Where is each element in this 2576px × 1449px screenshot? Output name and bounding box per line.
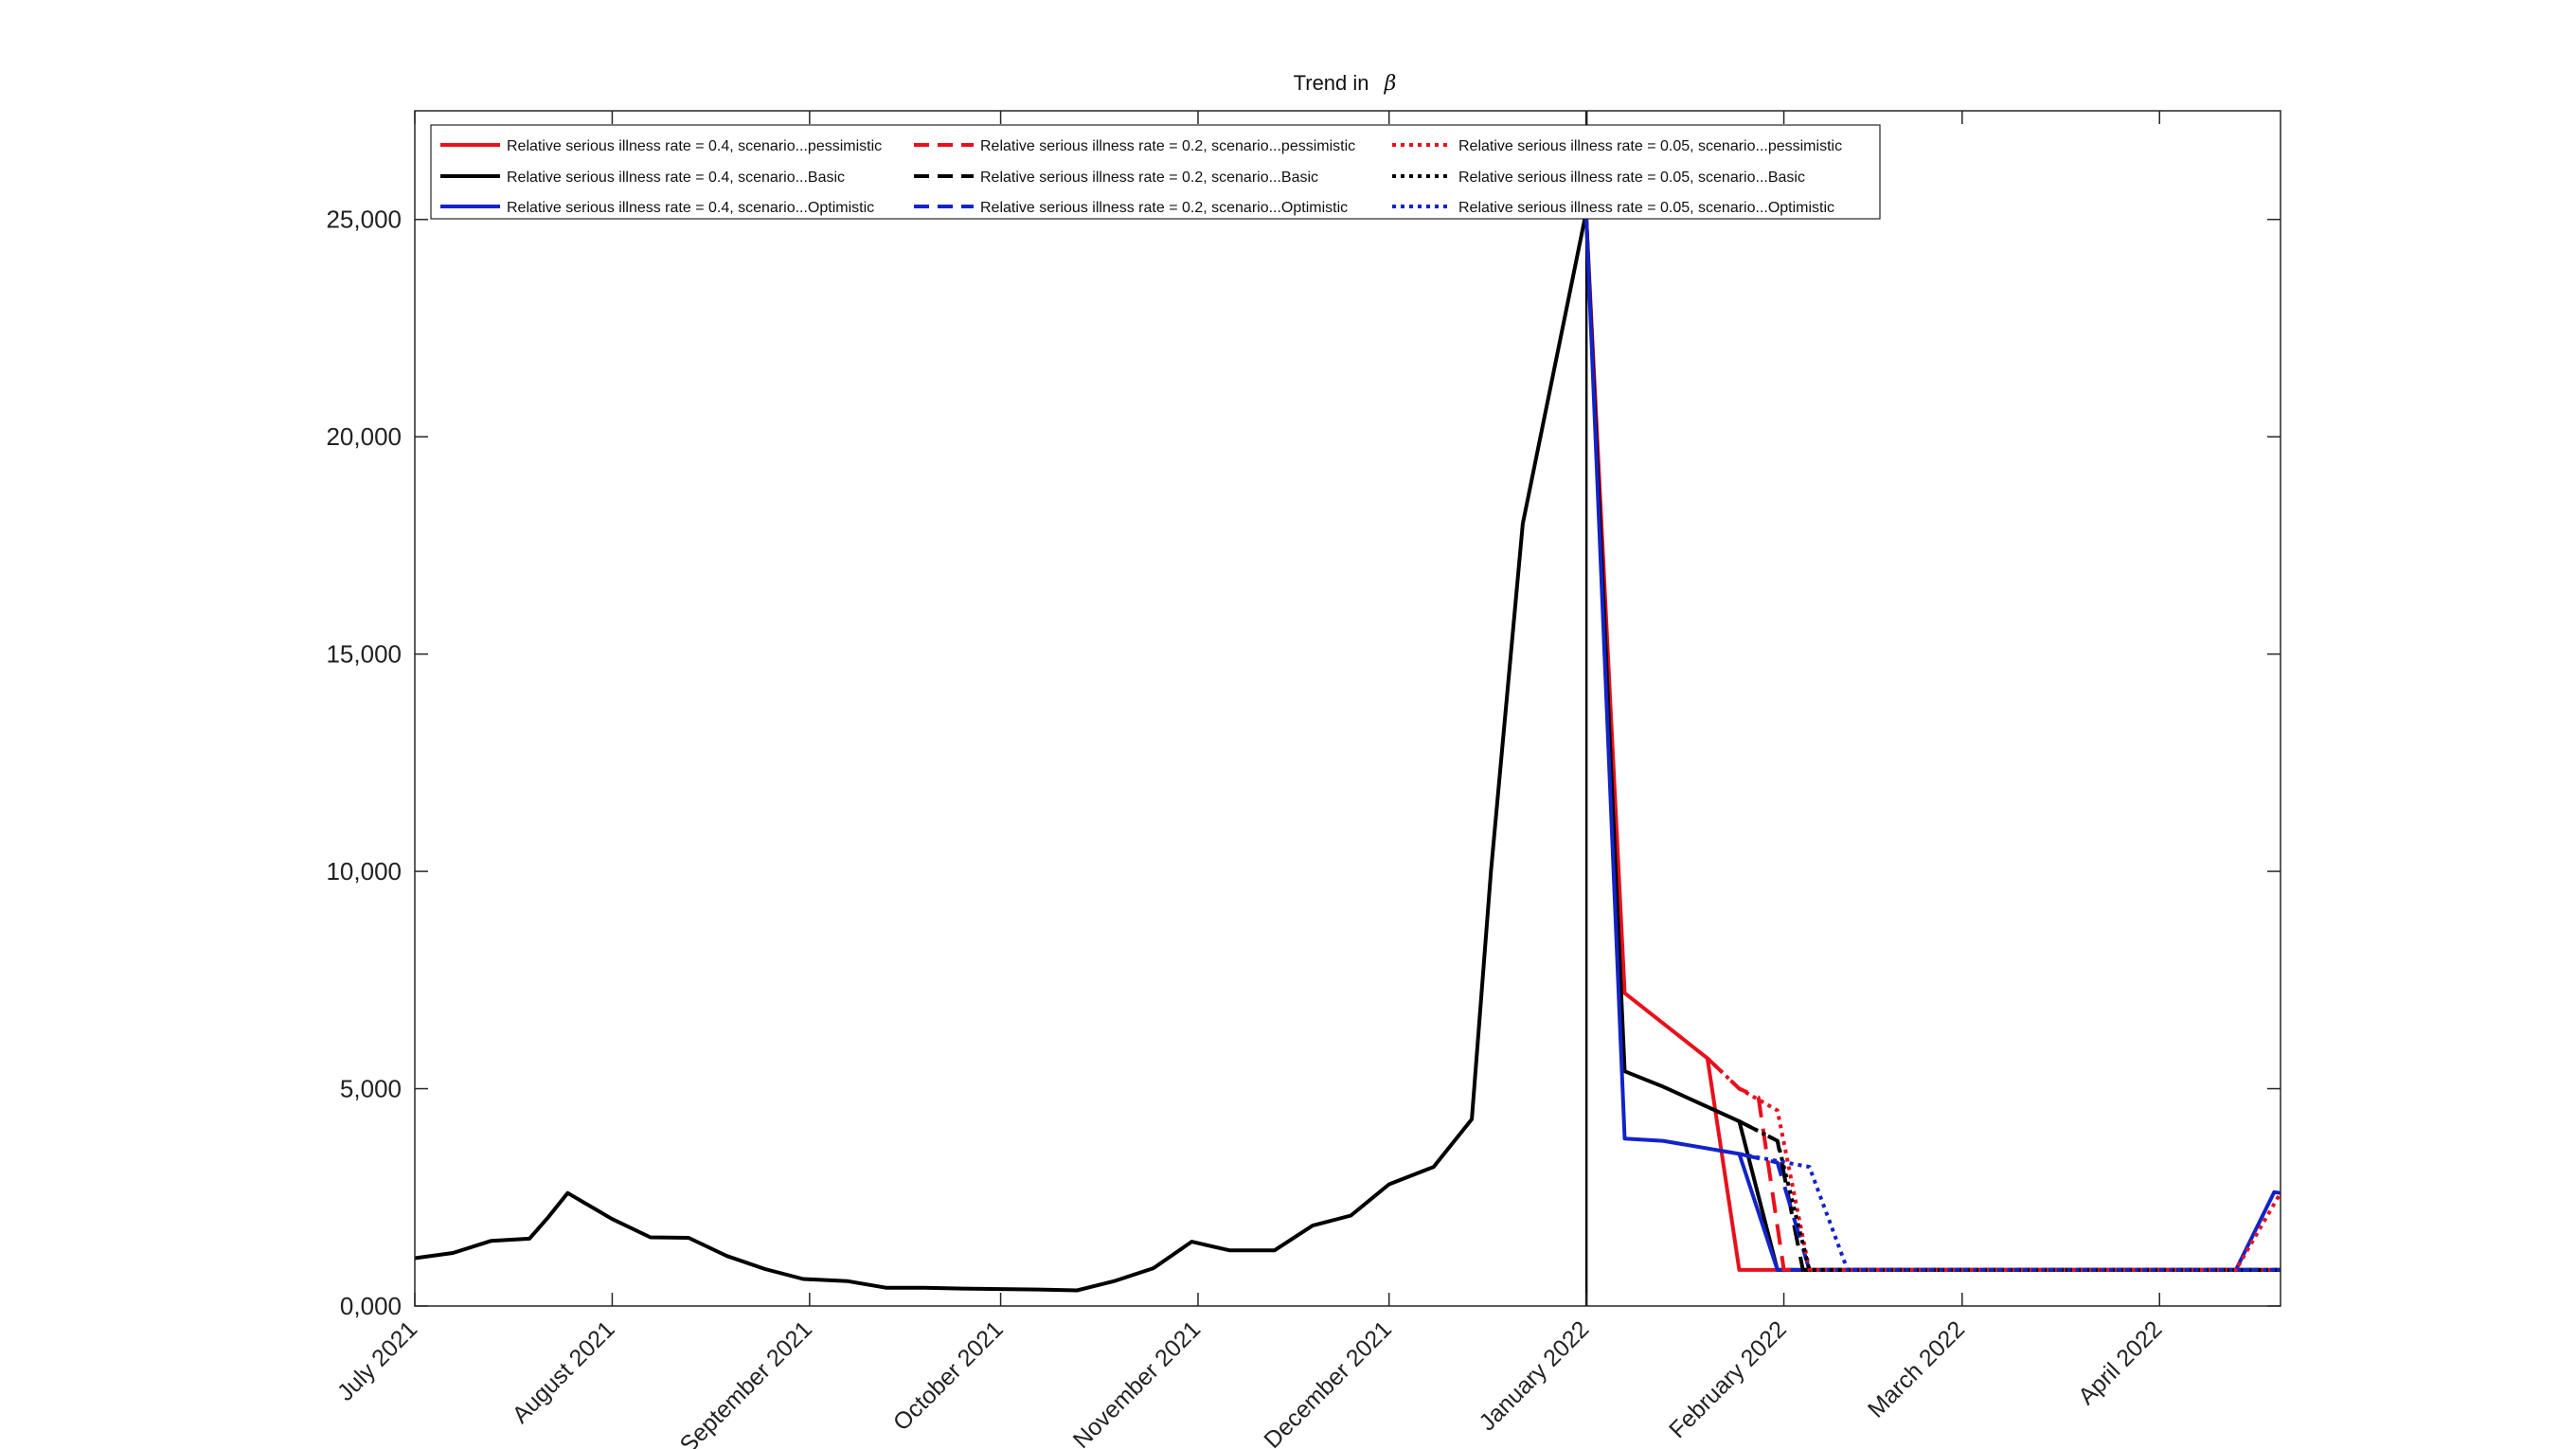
legend-label: Relative serious illness rate = 0.4, sce… — [507, 170, 845, 186]
series-line-9 — [1739, 1152, 2281, 1272]
legend-label: Relative serious illness rate = 0.05, sc… — [1458, 138, 1842, 154]
y-tick-label: 20,000 — [326, 422, 402, 451]
y-tick-label: 0,000 — [340, 1292, 402, 1320]
legend-label: Relative serious illness rate = 0.2, sce… — [980, 170, 1318, 186]
legend-label: Relative serious illness rate = 0.05, sc… — [1458, 200, 1834, 216]
y-tick-label: 15,000 — [326, 640, 402, 669]
chart-title: Trend in β — [1294, 71, 1397, 96]
chart-title-symbol: β — [1384, 72, 1397, 96]
legend: Relative serious illness rate = 0.4, sce… — [430, 124, 1881, 220]
series-line-7 — [1706, 1056, 2282, 1272]
legend-box — [430, 124, 1881, 220]
legend-label: Relative serious illness rate = 0.05, sc… — [1458, 170, 1805, 186]
series-line-observed — [414, 210, 1589, 1293]
legend-label: Relative serious illness rate = 0.4, sce… — [507, 200, 874, 216]
y-tick-label: 5,000 — [340, 1075, 402, 1103]
legend-label: Relative serious illness rate = 0.2, sce… — [980, 200, 1348, 216]
y-tick-label: 10,000 — [326, 857, 402, 886]
plot-area — [414, 111, 2282, 1306]
chart-title-text: Trend in — [1294, 71, 1369, 95]
legend-label: Relative serious illness rate = 0.4, sce… — [507, 138, 882, 154]
plot-frame — [414, 110, 2281, 1307]
legend-label: Relative serious illness rate = 0.2, sce… — [980, 138, 1355, 154]
series-line-3 — [1584, 219, 2281, 1272]
y-tick-label: 25,000 — [326, 206, 402, 234]
